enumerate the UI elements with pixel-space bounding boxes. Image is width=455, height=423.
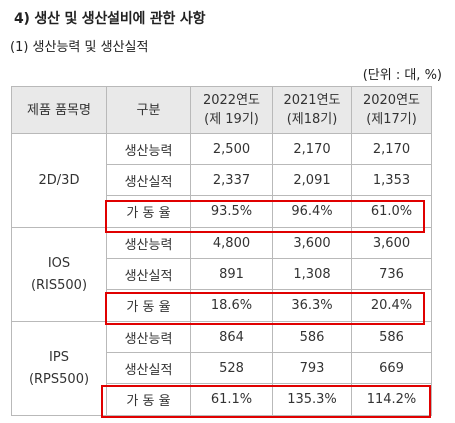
value-2020: 586 bbox=[351, 321, 432, 353]
value-2021: 1,308 bbox=[272, 258, 352, 290]
value-2021: 2,170 bbox=[272, 133, 352, 165]
value-2022: 528 bbox=[190, 352, 273, 384]
header-2021-term: (제18기) bbox=[286, 112, 338, 127]
value-2021: 36.3% bbox=[272, 289, 352, 322]
row-label: 생산능력 bbox=[106, 133, 191, 165]
value-2020: 2,170 bbox=[351, 133, 432, 165]
product-name-cell: IOS (RIS500) bbox=[11, 227, 107, 322]
value-2020: 20.4% bbox=[351, 289, 432, 322]
table-row: 생산실적 528 793 669 bbox=[12, 352, 432, 384]
value-2020: 3,600 bbox=[351, 227, 432, 259]
value-2021: 3,600 bbox=[272, 227, 352, 259]
product-name-cell: 2D/3D bbox=[11, 133, 107, 228]
header-2022-term: (제 19기) bbox=[204, 112, 259, 127]
header-2022-year: 2022연도 bbox=[202, 93, 260, 108]
product-name: IOS bbox=[47, 255, 71, 271]
production-table: 제품 품목명 구분 2022연도 (제 19기) 2021연도 (제18기) 2… bbox=[11, 86, 432, 416]
value-2022: 61.1% bbox=[190, 383, 273, 416]
product-name: 2D/3D bbox=[38, 172, 80, 188]
table-row: 가 동 율 61.1% 135.3% 114.2% bbox=[12, 383, 432, 416]
row-label: 생산실적 bbox=[106, 258, 191, 290]
value-2020: 114.2% bbox=[351, 383, 432, 416]
row-label: 가 동 율 bbox=[106, 289, 191, 322]
product-model: (RIS500) bbox=[30, 277, 88, 293]
row-label: 가 동 율 bbox=[106, 195, 191, 228]
value-2020: 1,353 bbox=[351, 164, 432, 196]
table-row: 생산실적 2,337 2,091 1,353 bbox=[12, 164, 432, 196]
header-category: 구분 bbox=[106, 86, 191, 134]
value-2022: 18.6% bbox=[190, 289, 273, 322]
header-2020-term: (제17기) bbox=[366, 112, 417, 127]
table-row: 가 동 율 18.6% 36.3% 20.4% bbox=[12, 289, 432, 322]
product-name-cell: IPS (RPS500) bbox=[11, 321, 107, 416]
product-model: (RPS500) bbox=[28, 371, 90, 387]
row-label: 생산실적 bbox=[106, 352, 191, 384]
header-product: 제품 품목명 bbox=[11, 86, 107, 134]
value-2020: 669 bbox=[351, 352, 432, 384]
product-name: IPS bbox=[49, 349, 69, 365]
subsection-title: (1) 생산능력 및 생산실적 bbox=[10, 40, 149, 55]
value-2021: 793 bbox=[272, 352, 352, 384]
value-2020: 736 bbox=[351, 258, 432, 290]
header-2020: 2020연도 (제17기) bbox=[351, 86, 432, 134]
value-2022: 2,337 bbox=[190, 164, 273, 196]
value-2021: 96.4% bbox=[272, 195, 352, 228]
header-row: 제품 품목명 구분 2022연도 (제 19기) 2021연도 (제18기) 2… bbox=[11, 86, 432, 134]
row-label: 생산능력 bbox=[106, 321, 191, 353]
table-row: IOS (RIS500) 생산능력 4,800 3,600 3,600 bbox=[11, 227, 432, 322]
value-2022: 891 bbox=[190, 258, 273, 290]
table-row: 2D/3D 생산능력 2,500 2,170 2,170 bbox=[11, 133, 432, 228]
header-2020-year: 2020연도 bbox=[362, 93, 420, 108]
value-2022: 4,800 bbox=[190, 227, 273, 259]
value-2021: 586 bbox=[272, 321, 352, 353]
header-2021-year: 2021연도 bbox=[283, 93, 341, 108]
header-2022: 2022연도 (제 19기) bbox=[190, 86, 273, 134]
value-2021: 2,091 bbox=[272, 164, 352, 196]
value-2022: 2,500 bbox=[190, 133, 273, 165]
unit-label: (단위 : 대, %) bbox=[362, 68, 442, 83]
value-2022: 93.5% bbox=[190, 195, 273, 228]
value-2020: 61.0% bbox=[351, 195, 432, 228]
row-label: 가 동 율 bbox=[106, 383, 191, 416]
section-title: 4) 생산 및 생산설비에 관한 사항 bbox=[14, 11, 206, 27]
value-2021: 135.3% bbox=[272, 383, 352, 416]
row-label: 생산능력 bbox=[106, 227, 191, 259]
table-row: IPS (RPS500) 생산능력 864 586 586 bbox=[11, 321, 432, 416]
row-label: 생산실적 bbox=[106, 164, 191, 196]
table-row: 생산실적 891 1,308 736 bbox=[12, 258, 432, 290]
value-2022: 864 bbox=[190, 321, 273, 353]
header-2021: 2021연도 (제18기) bbox=[272, 86, 352, 134]
